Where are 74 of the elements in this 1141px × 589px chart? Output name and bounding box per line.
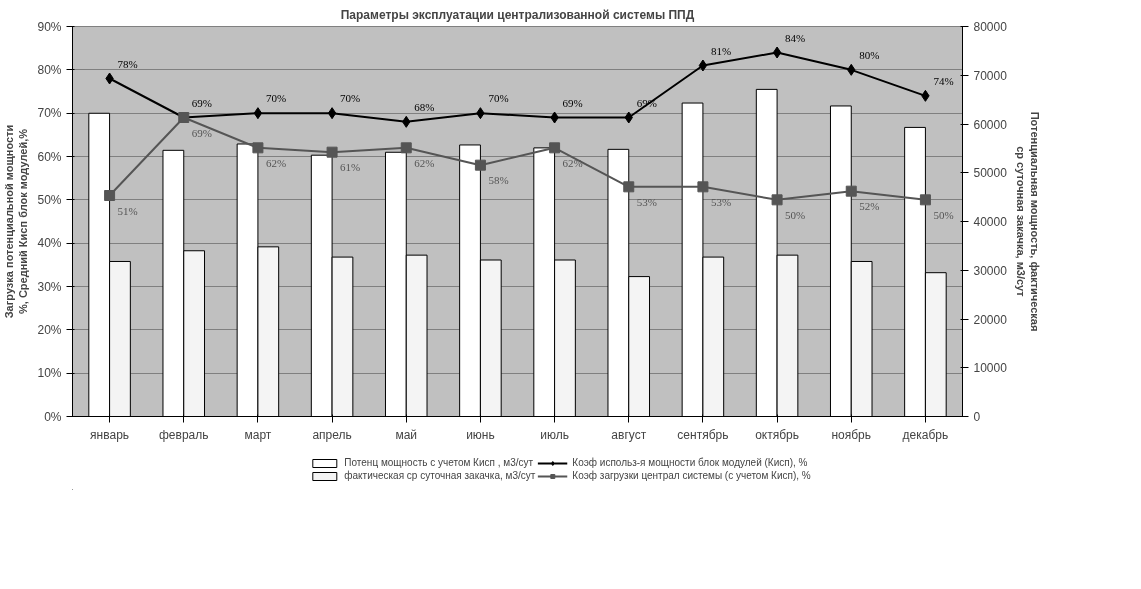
point [474, 159, 486, 171]
point [252, 142, 264, 154]
data-label: 70% [340, 92, 361, 105]
y-tick-label: 70% [37, 106, 62, 121]
data-label: 50% [785, 208, 806, 221]
x-tick-label: январь [90, 427, 130, 442]
x-tick-label: октябрь [755, 427, 800, 442]
point [549, 142, 561, 154]
x-tick-label: ноябрь [831, 427, 872, 442]
data-label: 62% [414, 156, 435, 169]
y-tick-label: 20% [37, 322, 62, 337]
data-label: 62% [265, 156, 287, 169]
data-label: 70% [265, 92, 287, 105]
legend-label: Коэф использ-я мощности блок модулей (Кисп), % [572, 457, 808, 468]
y2-tick-label: 10000 [973, 361, 1008, 376]
legend-label: Коэф загрузки централ системы (с учетом Кисп), % [572, 470, 811, 481]
y2-tick-label: 70000 [973, 68, 1008, 83]
point [771, 194, 783, 206]
point [327, 107, 337, 120]
y2-tick-label: 0 [973, 410, 981, 424]
data-label: 69% [562, 96, 583, 109]
y2-tick-label: 60000 [973, 117, 1008, 132]
y-tick-label: 90% [37, 19, 62, 34]
data-label: 74% [933, 74, 954, 87]
data-label: 68% [414, 100, 435, 113]
legend-label: фактическая ср суточная закачка, м3/сут [344, 470, 536, 481]
data-label: 61% [340, 161, 361, 174]
point [253, 107, 263, 120]
y-tick-label: 50% [37, 192, 62, 207]
point [698, 59, 708, 72]
data-label: 69% [191, 96, 212, 109]
data-label: 58% [488, 174, 509, 187]
y-tick-label: 30% [37, 279, 62, 294]
data-label: 62% [562, 156, 583, 169]
x-tick-label: июль [540, 427, 569, 442]
y-tick-label: 10% [37, 366, 62, 381]
y-tick-label: 0% [44, 409, 62, 424]
data-label: 78% [117, 57, 138, 70]
point [919, 194, 931, 206]
point [104, 190, 116, 201]
legend-label: Потенц мощность с учетом Кисп , м3/сут [344, 457, 534, 468]
point [400, 142, 412, 154]
x-tick-label: март [244, 427, 272, 442]
y-tick-label: 80% [37, 62, 62, 77]
x-tick-label: июнь [466, 427, 495, 442]
x-tick-label: май [395, 427, 418, 442]
y2-tick-label: 80000 [973, 20, 1008, 34]
point [697, 181, 709, 193]
data-label: 80% [859, 48, 880, 61]
x-tick-label: декабрь [902, 427, 949, 442]
data-label: 84% [785, 31, 806, 44]
chart-title: Параметры эксплуатации централизованной системы ППД [340, 7, 695, 22]
point [326, 146, 338, 158]
data-label: 70% [488, 92, 509, 105]
data-label: 81% [710, 44, 732, 57]
data-label: 69% [191, 126, 212, 139]
y-tick-label: 60% [37, 149, 62, 164]
y2-axis-title: Потенциальная мощность, фактическая ср суточная закачка, м3/сут [1014, 111, 1042, 332]
y2-tick-label: 50000 [973, 166, 1008, 181]
y2-tick-label: 40000 [973, 215, 1008, 229]
x-tick-label: февраль [158, 427, 209, 442]
point [772, 46, 782, 59]
y2-tick-label: 30000 [973, 263, 1008, 278]
data-label: 50% [933, 208, 954, 221]
x-tick-label: сентябрь [677, 427, 729, 442]
x-tick-label: апрель [312, 427, 352, 442]
point [623, 181, 635, 193]
data-label: 52% [859, 200, 880, 213]
y-tick-label: 40% [37, 236, 62, 251]
data-label: 51% [117, 204, 138, 217]
point [845, 185, 857, 197]
y-axis-title: Загрузка потенциальной мощности %, Средний Кисп блок модулей,% [3, 124, 30, 319]
x-tick-label: август [611, 427, 647, 442]
y2-tick-label: 20000 [973, 312, 1008, 327]
